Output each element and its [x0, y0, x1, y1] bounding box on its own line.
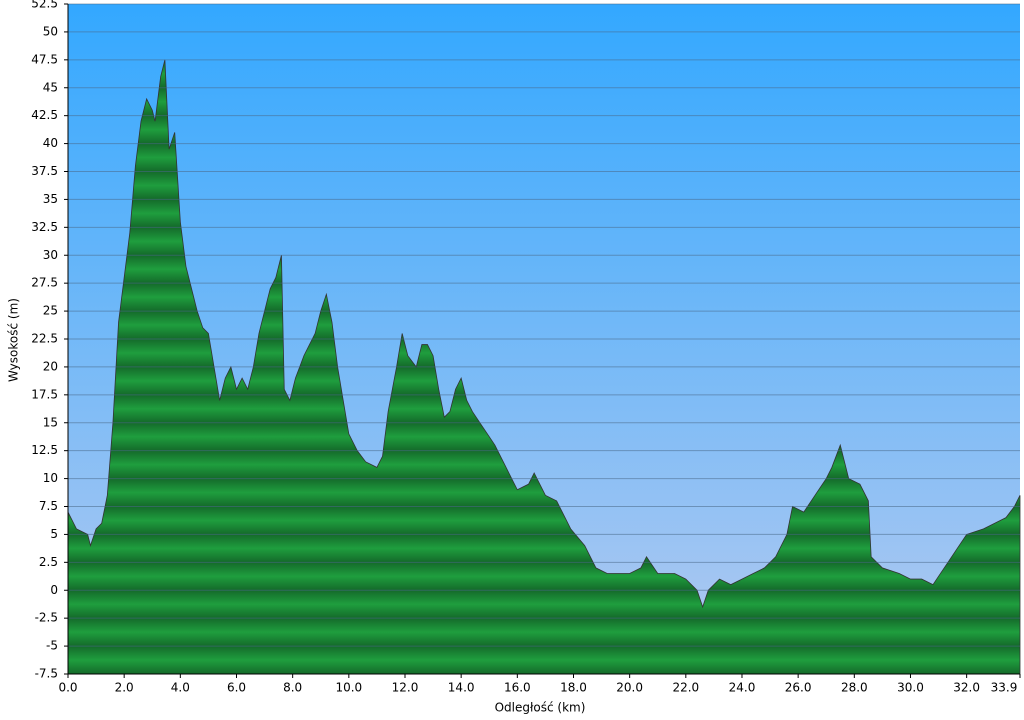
y-tick-label: 10 [43, 471, 58, 485]
x-tick-label: 0.0 [58, 681, 77, 695]
y-axis-label: Wysokość (m) [7, 298, 21, 382]
x-tick-label: 14.0 [448, 681, 475, 695]
y-tick-label: 17.5 [31, 387, 58, 401]
x-tick-label: 18.0 [560, 681, 587, 695]
y-tick-label: 50 [43, 24, 58, 38]
x-tick-label: 22.0 [672, 681, 699, 695]
y-tick-label: -5 [46, 639, 58, 653]
y-tick-label: 30 [43, 248, 58, 262]
y-tick-label: 22.5 [31, 332, 58, 346]
y-tick-label: -7.5 [35, 667, 58, 681]
x-tick-label: 8.0 [283, 681, 302, 695]
elevation-area [67, 59, 1021, 675]
y-tick-label: 42.5 [31, 108, 58, 122]
x-tick-label: 30.0 [897, 681, 924, 695]
y-tick-label: 35 [43, 192, 58, 206]
y-tick-label: 37.5 [31, 164, 58, 178]
x-tick-label: 32.0 [953, 681, 980, 695]
x-tick-label: 2.0 [115, 681, 134, 695]
y-tick-label: 40 [43, 136, 58, 150]
x-tick-label: 24.0 [729, 681, 756, 695]
x-tick-label: 16.0 [504, 681, 531, 695]
y-tick-label: 27.5 [31, 276, 58, 290]
y-tick-label: 20 [43, 359, 58, 373]
x-tick-label: 20.0 [616, 681, 643, 695]
x-tick-label: 28.0 [841, 681, 868, 695]
y-tick-label: 0 [50, 583, 58, 597]
x-tick-label: 12.0 [392, 681, 419, 695]
x-tick-label: 33.9 [991, 681, 1018, 695]
x-tick-label: 10.0 [335, 681, 362, 695]
y-tick-label: 45 [43, 80, 58, 94]
x-tick-label: 26.0 [785, 681, 812, 695]
y-tick-label: 47.5 [31, 52, 58, 66]
y-tick-label: 32.5 [31, 220, 58, 234]
x-axis-label: Odległość (km) [495, 701, 586, 715]
y-tick-label: 25 [43, 304, 58, 318]
y-tick-label: -2.5 [35, 611, 58, 625]
x-tick-label: 6.0 [227, 681, 246, 695]
y-tick-label: 15 [43, 415, 58, 429]
y-tick-label: 12.5 [31, 443, 58, 457]
y-tick-label: 5 [50, 527, 58, 541]
x-tick-label: 4.0 [171, 681, 190, 695]
y-tick-label: 52.5 [31, 0, 58, 11]
y-tick-label: 7.5 [39, 499, 58, 513]
y-tick-label: 2.5 [39, 555, 58, 569]
